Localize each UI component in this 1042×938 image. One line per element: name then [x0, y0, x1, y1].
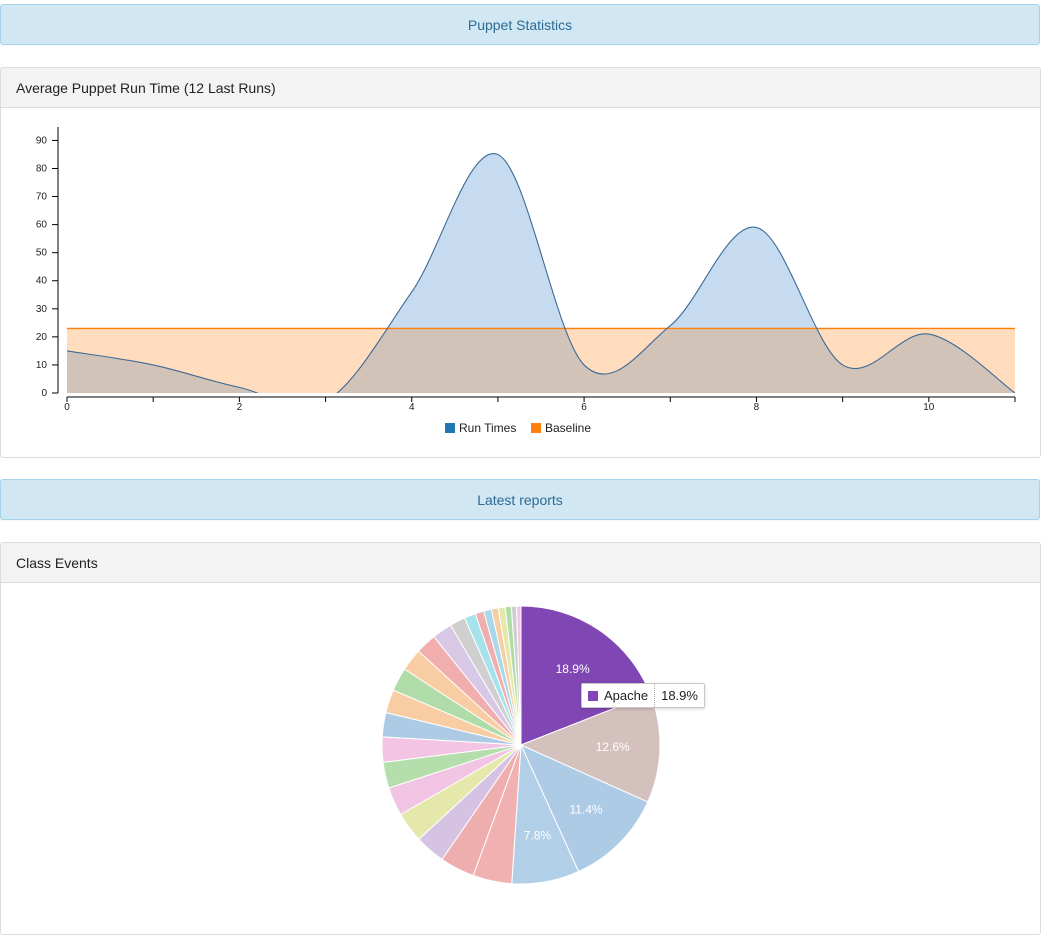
latest-reports-banner: Latest reports — [0, 479, 1040, 520]
y-tick-label: 50 — [36, 248, 48, 259]
x-tick-label: 0 — [64, 402, 70, 413]
x-tick-label: 4 — [409, 402, 415, 413]
overlap-area — [67, 328, 1015, 393]
pie-slice-apache — [520, 605, 651, 746]
tooltip-key: Apache — [582, 684, 656, 707]
tooltip-value: 18.9% — [661, 688, 698, 703]
puppet-statistics-banner: Puppet Statistics — [0, 4, 1040, 45]
plot-area — [67, 153, 1015, 393]
y-tick-label: 10 — [36, 360, 48, 371]
y-tick-label: 0 — [41, 388, 47, 399]
class-events-panel: Class Events 18.9% 12.6% 11.4% 7.8% — [0, 542, 1041, 935]
class-events-panel-title: Class Events — [16, 554, 98, 571]
runtime-panel: Average Puppet Run Time (12 Last Runs) 0… — [0, 67, 1041, 458]
legend-swatch-baseline — [531, 423, 541, 433]
tooltip-label: Apache — [604, 688, 649, 703]
x-tick-label: 8 — [754, 402, 760, 413]
runtime-area-chart: 0 10 20 30 40 50 60 70 80 90 0 2 4 6 8 10 Run Times Base… — [36, 127, 1016, 435]
pie-slice — [516, 605, 522, 746]
latest-reports-title: Latest reports — [477, 491, 563, 508]
y-tick-label: 60 — [36, 220, 48, 231]
x-tick-label: 2 — [237, 402, 243, 413]
legend-label-baseline: Baseline — [545, 421, 591, 435]
class-events-panel-header: Class Events — [1, 543, 1040, 583]
pie-slice-label: 7.8% — [524, 828, 552, 842]
run-times-line — [67, 153, 1015, 393]
runtime-panel-title: Average Puppet Run Time (12 Last Runs) — [16, 79, 276, 96]
y-tick-label: 40 — [36, 276, 48, 287]
y-tick-label: 30 — [36, 304, 48, 315]
pie-tooltip: Apache 18.9% — [581, 683, 705, 708]
pie-slice-label: 18.9% — [556, 662, 590, 676]
y-tick-label: 80 — [36, 163, 48, 174]
puppet-statistics-title: Puppet Statistics — [467, 16, 573, 33]
y-tick-label: 70 — [36, 192, 48, 203]
pie-slice-label: 12.6% — [596, 740, 630, 754]
pie-slice-label: 11.4% — [569, 803, 602, 817]
runtime-panel-header: Average Puppet Run Time (12 Last Runs) — [1, 68, 1040, 108]
y-tick-label: 20 — [36, 332, 48, 343]
legend-swatch-run-times — [445, 423, 455, 433]
class-events-pie-chart: 18.9% 12.6% 11.4% 7.8% — [381, 605, 661, 885]
y-tick-label: 90 — [36, 135, 48, 146]
legend-label-run-times: Run Times — [459, 421, 516, 435]
x-tick-label: 6 — [581, 402, 587, 413]
x-tick-label: 10 — [923, 402, 935, 413]
pie-slice — [519, 744, 649, 873]
tooltip-swatch — [588, 690, 598, 701]
